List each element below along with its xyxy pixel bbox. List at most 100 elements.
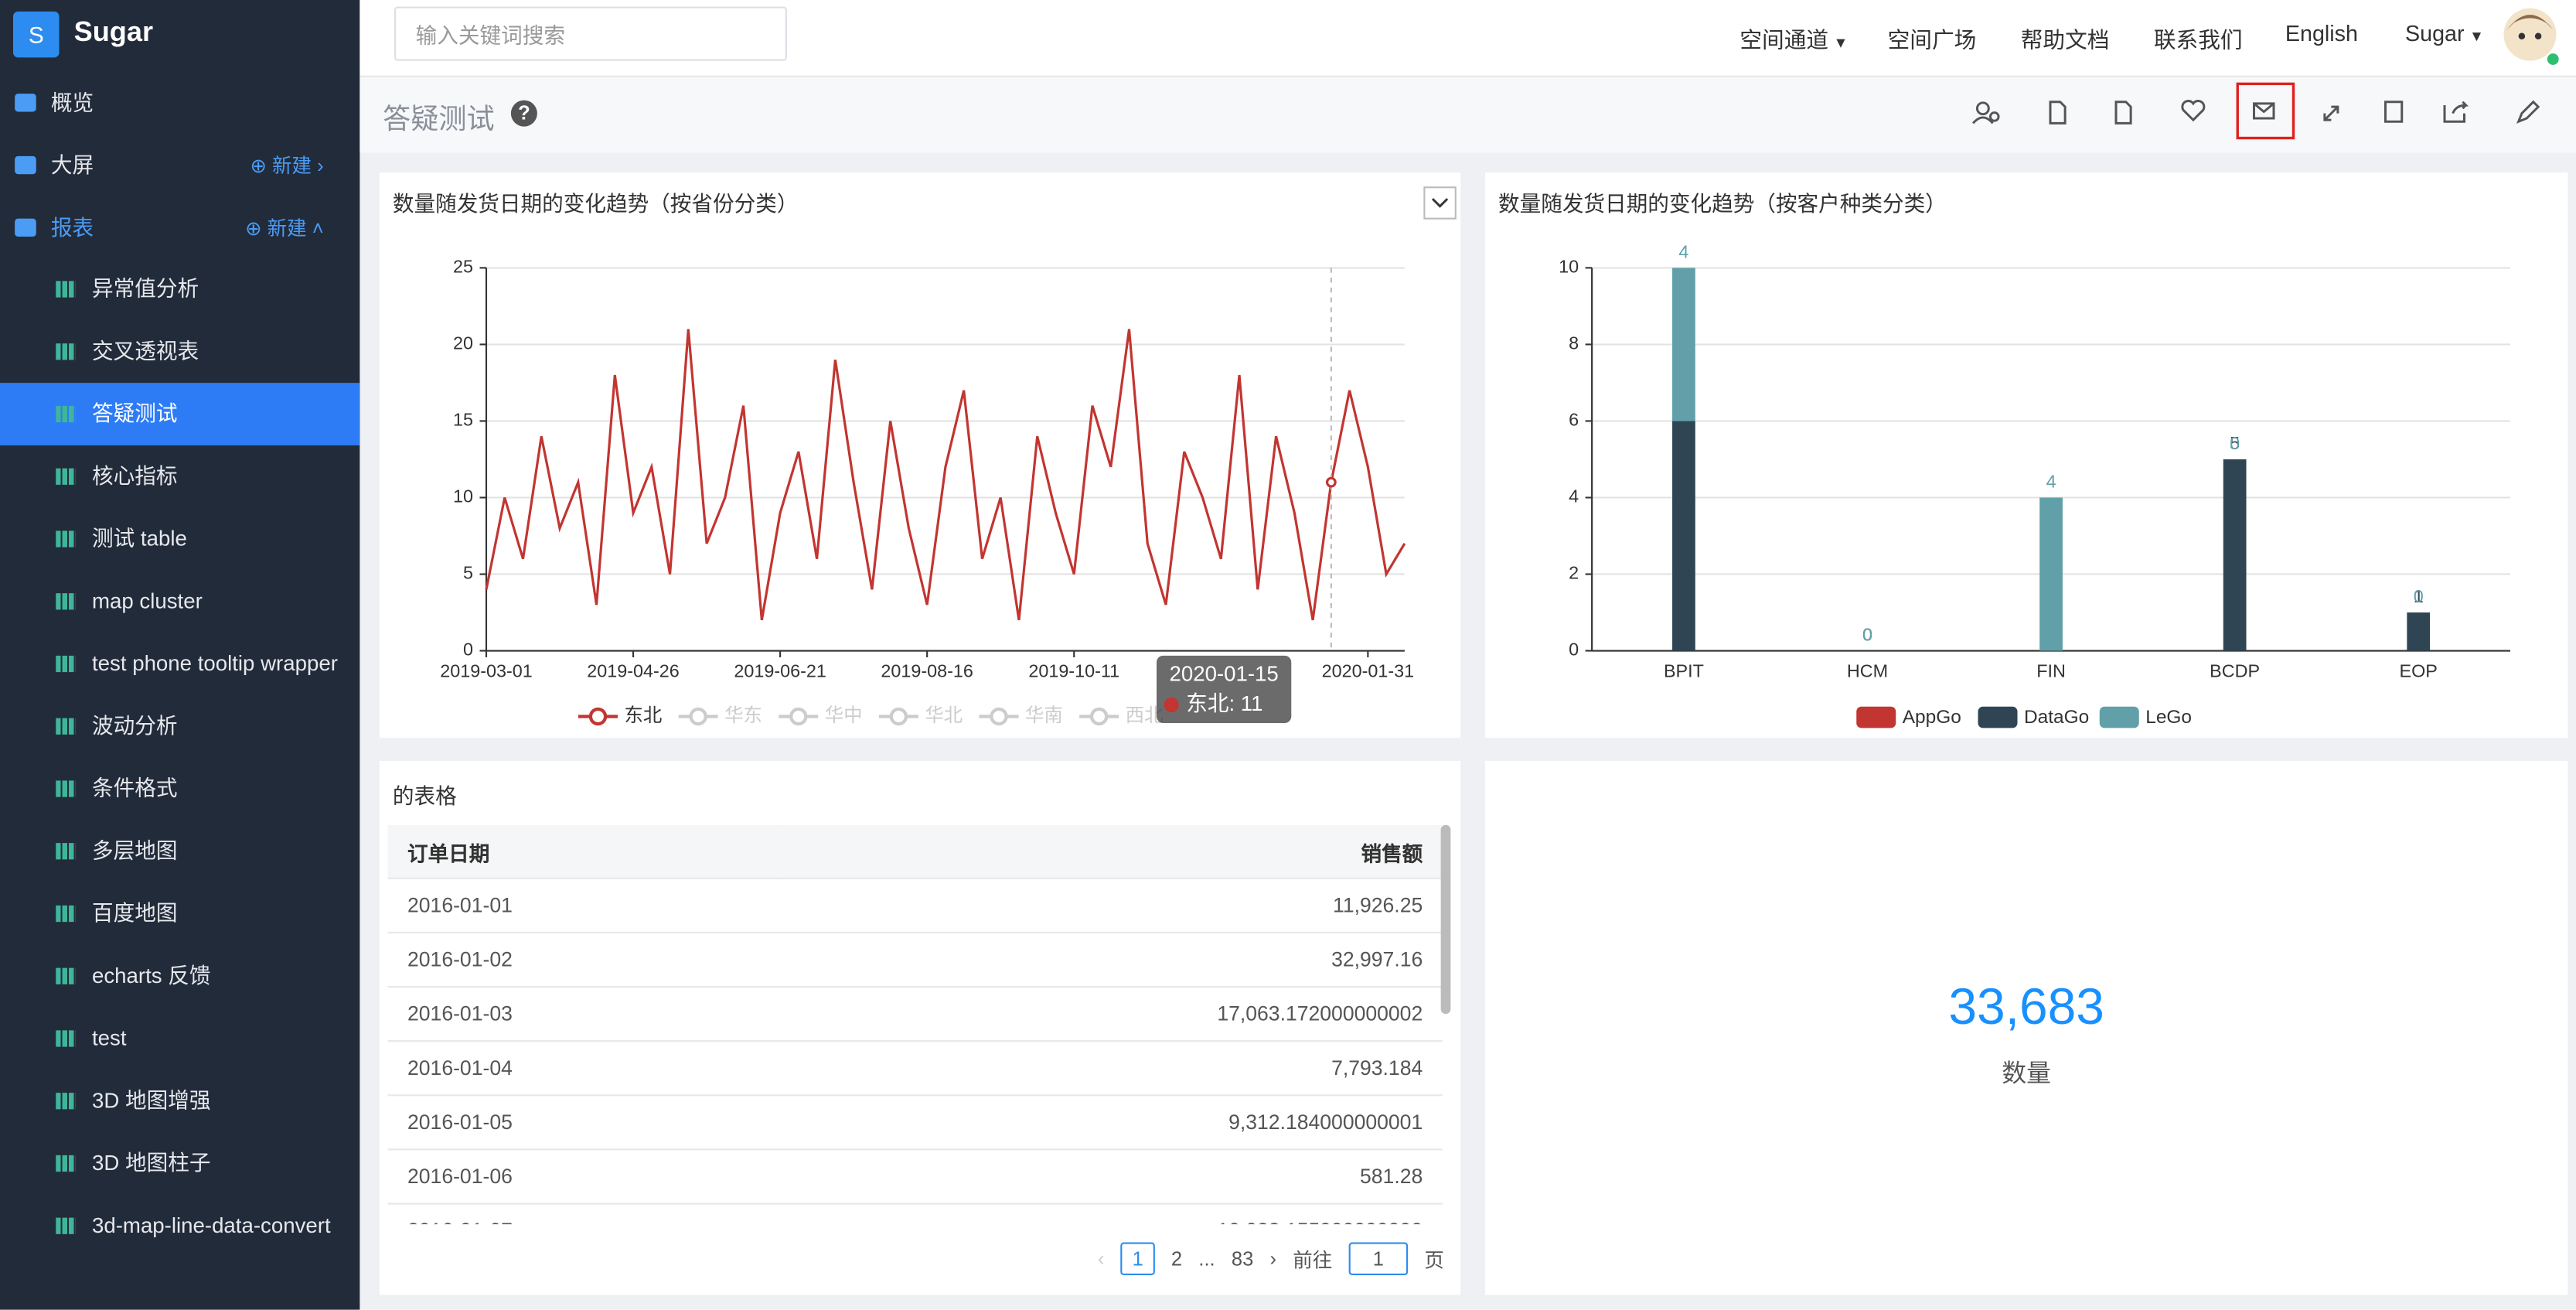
bar-label: 0 xyxy=(2414,586,2424,606)
report-label: test xyxy=(92,1025,127,1050)
bar-label: 0 xyxy=(1862,625,1872,645)
report-icon xyxy=(56,780,76,797)
prev-button[interactable]: ‹ xyxy=(1097,1247,1105,1271)
y-tick-label: 8 xyxy=(1569,333,1579,353)
logo: S xyxy=(13,11,60,58)
report-label: 交叉透视表 xyxy=(92,338,199,363)
report-icon xyxy=(56,967,76,984)
nav-item[interactable]: 概览 xyxy=(0,73,359,135)
report-item[interactable]: 异常值分析 xyxy=(0,258,359,321)
report-item[interactable]: map cluster xyxy=(0,570,359,633)
report-item[interactable]: 3d-map-line-data-convert xyxy=(0,1195,359,1257)
report-label: test phone tooltip wrapper xyxy=(92,650,338,676)
legend-swatch xyxy=(1978,706,2018,728)
kpi-value: 33,683 xyxy=(1948,977,2104,1035)
report-item[interactable]: 百度地图 xyxy=(0,882,359,945)
next-button[interactable]: › xyxy=(1269,1247,1277,1271)
report-item[interactable]: 核心指标 xyxy=(0,445,359,508)
legend-icon xyxy=(889,707,908,726)
dropdown-button xyxy=(1423,186,1457,220)
page-input[interactable]: 1 xyxy=(1348,1242,1409,1275)
goto-label: 前往 xyxy=(1293,1247,1333,1271)
report-item[interactable]: 3D 地图柱子 xyxy=(0,1132,359,1195)
report-item[interactable]: 3D 地图增强 xyxy=(0,1069,359,1132)
page-number[interactable]: ... xyxy=(1198,1247,1215,1271)
x-tick-label: 2019-08-16 xyxy=(881,660,973,681)
nav-link[interactable]: 联系我们 xyxy=(2154,22,2243,55)
pagination: ‹ 1 2... 83 › 前往 1 页 xyxy=(1098,1240,1444,1277)
report-item[interactable]: test phone tooltip wrapper xyxy=(0,633,359,695)
x-tick-label: BCDP xyxy=(2210,660,2260,681)
nav-item[interactable]: 报表 ⊕ 新建 ˄ xyxy=(0,197,359,260)
y-tick-label: 10 xyxy=(1559,257,1579,277)
table-cell: 2016-01-01 xyxy=(387,878,779,933)
report-icon xyxy=(56,1155,76,1172)
nav-label: 概览 xyxy=(50,90,94,115)
bar-label: 4 xyxy=(2046,471,2056,491)
table-cell: 2016-01-05 xyxy=(387,1095,779,1151)
report-icon xyxy=(56,468,76,485)
new-label: 新建 xyxy=(271,154,312,178)
legend-icon xyxy=(689,707,707,726)
svg-text:?: ? xyxy=(518,102,530,124)
report-item[interactable]: 测试 table xyxy=(0,508,359,571)
legend-label: 华东 xyxy=(724,705,762,726)
nav-text: 空间通道 xyxy=(1739,28,1829,53)
new-button[interactable]: ⊕ 新建 ˄ xyxy=(245,217,324,241)
y-tick-label: 20 xyxy=(453,333,473,353)
table-cell: 11,926.25 xyxy=(779,878,1443,933)
report-item[interactable]: 交叉透视表 xyxy=(0,320,359,383)
x-tick-label: 2019-06-21 xyxy=(734,660,826,681)
nav-link[interactable]: English xyxy=(2285,22,2358,46)
header-row: 订单日期 销售额 xyxy=(387,824,1443,879)
line-series xyxy=(485,329,1406,621)
nav-link[interactable]: 帮助文档 xyxy=(2021,22,2110,55)
page-number[interactable]: 1 xyxy=(1120,1242,1155,1275)
page-number[interactable]: 2 xyxy=(1170,1247,1183,1271)
y-tick-label: 10 xyxy=(453,486,473,507)
report-item[interactable]: echarts 反馈 xyxy=(0,945,359,1008)
report-label: 百度地图 xyxy=(92,900,178,926)
new-button[interactable]: ⊕ 新建 › xyxy=(250,154,324,178)
x-tick-label: 2019-10-11 xyxy=(1028,660,1119,681)
y-tick-label: 0 xyxy=(1569,640,1579,660)
tooltip-box xyxy=(1157,655,1292,723)
highlight-box xyxy=(2236,82,2295,140)
bar-chart: 数量随发货日期的变化趋势（按客户种类分类）0246810BPIT064HCM00… xyxy=(1498,192,2510,728)
tooltip-dot xyxy=(1164,698,1179,713)
legend-swatch xyxy=(1856,706,1896,728)
report-item[interactable]: 多层地图 xyxy=(0,820,359,882)
report-item[interactable]: 波动分析 xyxy=(0,695,359,758)
report-item[interactable]: 答疑测试 xyxy=(0,383,360,445)
nav-item[interactable]: 大屏 ⊕ 新建 › xyxy=(0,135,359,197)
report-icon xyxy=(56,593,76,610)
search-box[interactable]: 输入关键词搜索 xyxy=(394,6,787,61)
avatar[interactable] xyxy=(2497,3,2563,69)
toolbar: 答疑测试 ? xyxy=(359,77,2576,153)
y-tick-label: 6 xyxy=(1569,410,1579,430)
nav-link[interactable]: 空间通道 ▼ xyxy=(1739,22,1848,55)
dropdown-caret xyxy=(1431,198,1449,208)
x-tick-label: BPIT xyxy=(1664,660,1704,681)
page-number[interactable]: 83 xyxy=(1231,1247,1254,1271)
tooltip: 2020-01-15 东北: 11 xyxy=(1157,655,1292,723)
table-cell: 9,312.184000000001 xyxy=(779,1095,1443,1151)
report-label: map cluster xyxy=(92,588,203,613)
x-tick-label: 2019-04-26 xyxy=(587,660,680,681)
report-item[interactable]: 条件格式 xyxy=(0,758,359,820)
report-icon xyxy=(56,655,76,673)
hover-point xyxy=(1325,476,1337,488)
legend-label: 华南 xyxy=(1025,705,1063,726)
nav-link[interactable]: Sugar ▼ xyxy=(2405,22,2484,46)
report-item[interactable]: test xyxy=(0,1008,359,1070)
x-tick-label: HCM xyxy=(1847,660,1888,681)
bar-label: 1 xyxy=(2414,586,2424,606)
nav-text: 帮助文档 xyxy=(2020,28,2110,53)
nav-text: 空间广场 xyxy=(1887,28,1977,53)
table-cell: 2016-01-04 xyxy=(387,1041,779,1097)
caret: ▼ xyxy=(2469,28,2484,45)
nav-label: 报表 xyxy=(50,215,94,241)
nav-link[interactable]: 空间广场 xyxy=(1888,22,1977,55)
